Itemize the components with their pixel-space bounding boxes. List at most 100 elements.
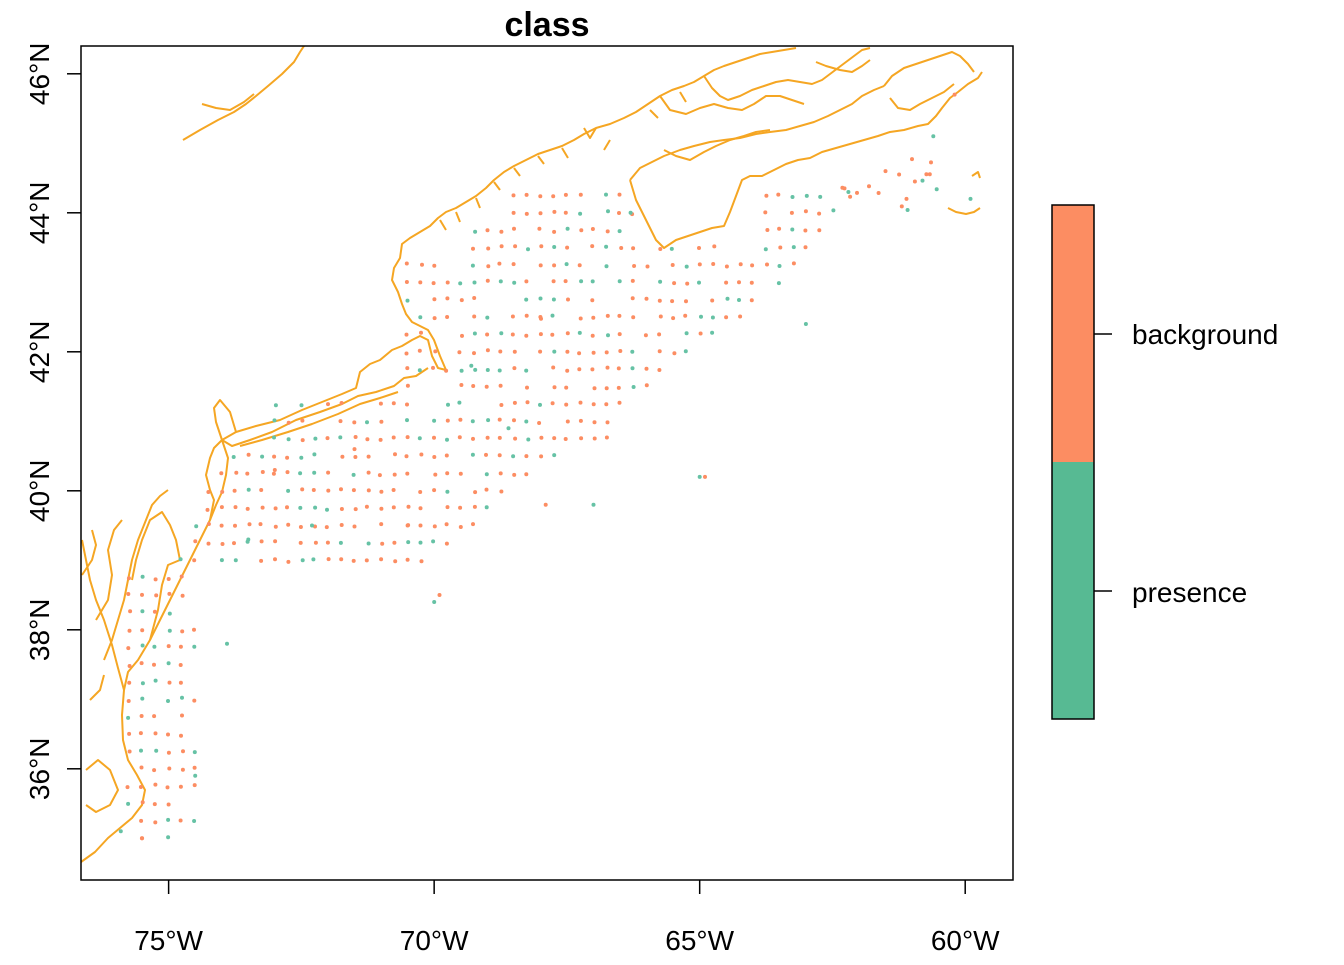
sample-point [153, 820, 158, 825]
sample-point [366, 454, 371, 459]
sample-point [669, 246, 674, 251]
sample-point [803, 245, 808, 250]
sample-point [698, 331, 703, 336]
sample-point [286, 488, 291, 493]
sample-point [273, 524, 278, 529]
sample-point [300, 487, 305, 492]
sample-point [166, 661, 171, 666]
sample-point [437, 593, 442, 597]
sample-point [166, 577, 171, 581]
sample-point [351, 558, 356, 563]
sample-point [469, 363, 474, 368]
sample-point [140, 681, 145, 686]
sample-point [552, 385, 557, 390]
sample-point [459, 383, 464, 387]
sample-point [273, 403, 278, 408]
sample-point [179, 574, 184, 579]
sample-point [657, 332, 662, 337]
sample-point [419, 452, 424, 457]
sample-point [167, 591, 172, 596]
sample-point [392, 472, 397, 477]
sample-point [619, 246, 624, 250]
sample-point [512, 280, 517, 285]
sample-point [577, 330, 582, 335]
sample-point [445, 505, 450, 510]
sample-point [260, 470, 265, 474]
sample-point [127, 628, 132, 633]
sample-point [484, 384, 489, 389]
sample-point [671, 316, 676, 321]
sample-point [538, 194, 543, 199]
sample-point [590, 333, 595, 338]
sample-point [300, 558, 305, 563]
sample-point [445, 418, 450, 423]
sample-point [285, 470, 290, 475]
sample-point [912, 179, 917, 184]
sample-point [579, 279, 584, 284]
sample-point [153, 731, 158, 736]
sample-point [286, 559, 291, 564]
sample-point [418, 523, 423, 528]
sample-point [299, 455, 304, 460]
sample-point [564, 385, 569, 390]
sample-point [432, 455, 437, 459]
sample-point [631, 315, 636, 320]
x-tick-label: 60°W [931, 925, 1000, 956]
sample-point [470, 452, 475, 457]
sample-point [672, 351, 677, 356]
sample-point [565, 419, 570, 424]
sample-point [192, 698, 197, 703]
sample-point [126, 592, 131, 596]
sample-point [563, 437, 568, 441]
coastline-delmarva [131, 511, 181, 641]
sample-point [552, 349, 557, 354]
sample-point [313, 505, 318, 510]
sample-point [139, 765, 144, 770]
sample-point [193, 773, 198, 778]
sample-point [552, 453, 557, 458]
sample-point [790, 195, 795, 199]
sample-point [498, 383, 503, 388]
sample-point [513, 244, 518, 249]
sample-point [577, 367, 582, 372]
sample-point [952, 92, 957, 97]
sample-point [139, 661, 144, 666]
y-tick-label: 38°N [24, 599, 55, 662]
sample-point [419, 330, 423, 335]
sample-point [848, 194, 853, 199]
sample-point [537, 226, 542, 231]
sample-point [392, 540, 397, 545]
sample-point [417, 436, 422, 441]
sample-point [710, 298, 715, 303]
sample-point [444, 522, 449, 527]
coastline-gulf [703, 47, 871, 101]
sample-point [657, 349, 662, 354]
coastline-newfoundland-tip [947, 171, 981, 215]
sample-point [167, 766, 172, 771]
sample-point [924, 172, 929, 177]
sample-point [524, 297, 529, 302]
sample-point [326, 470, 331, 475]
sample-point [457, 350, 462, 355]
sample-point [326, 488, 331, 493]
sample-point [777, 226, 782, 231]
sample-point [126, 576, 131, 581]
sample-point [644, 366, 649, 371]
sample-point [300, 418, 305, 423]
sample-point [605, 420, 610, 425]
sample-point [127, 664, 132, 668]
sample-point [260, 454, 265, 459]
sample-point [657, 368, 662, 372]
sample-point [670, 299, 675, 304]
sample-point [765, 262, 769, 267]
sample-point [153, 577, 158, 582]
sample-point [154, 593, 159, 598]
sample-point [591, 350, 596, 355]
sample-point [485, 348, 490, 353]
sample-point [579, 228, 584, 233]
sample-point [485, 278, 490, 283]
sample-point [234, 470, 239, 475]
sample-point [538, 211, 543, 216]
sample-point [803, 228, 808, 233]
sample-point [391, 401, 396, 406]
